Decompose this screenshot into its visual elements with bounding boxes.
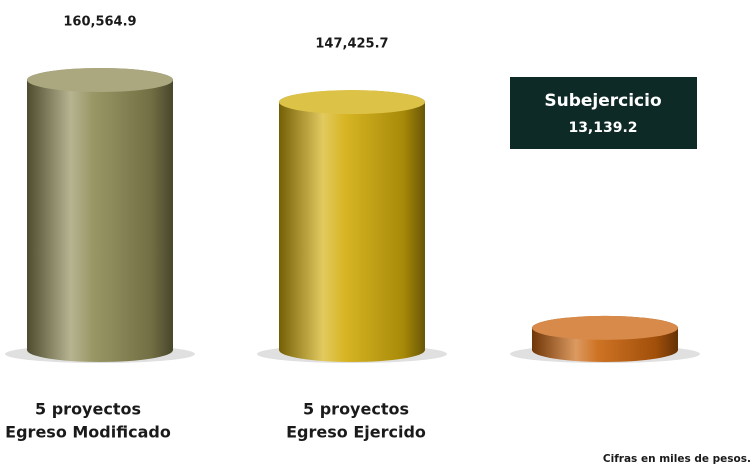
bar bbox=[279, 90, 425, 362]
callout-title: Subejercicio bbox=[544, 91, 661, 111]
value-label: 147,425.7 bbox=[315, 37, 388, 52]
category-label: 5 proyectos bbox=[35, 400, 141, 419]
category-label: Egreso Modificado bbox=[5, 423, 171, 442]
value-label: 160,564.9 bbox=[63, 15, 136, 30]
bar-top bbox=[279, 90, 425, 115]
category-label: Egreso Ejercido bbox=[286, 423, 426, 442]
callout-value: 13,139.2 bbox=[568, 120, 637, 136]
callout-box bbox=[510, 77, 697, 149]
bar-top bbox=[532, 315, 678, 340]
footnote: Cifras en miles de pesos. bbox=[603, 453, 751, 465]
bar bbox=[27, 68, 173, 362]
bar-top bbox=[27, 68, 173, 92]
category-label: 5 proyectos bbox=[303, 400, 409, 419]
